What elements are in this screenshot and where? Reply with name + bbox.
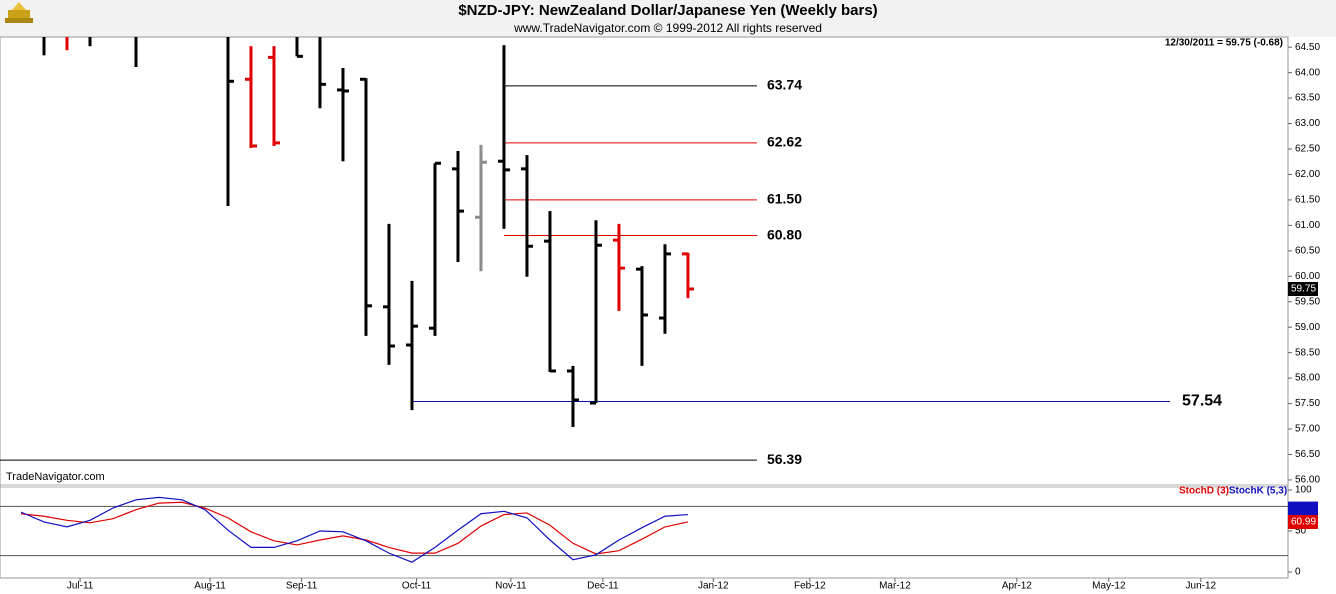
price-tag-label: 59.75 <box>1291 284 1316 295</box>
y-tick-label: 100 <box>1295 485 1312 496</box>
x-tick-label: Oct-11 <box>402 581 432 592</box>
panel-separator <box>0 484 1288 488</box>
chart-title: $NZD-JPY: NewZealand Dollar/Japanese Yen… <box>458 2 877 19</box>
value-tag-label: 60.99 <box>1291 517 1316 528</box>
level-label: 57.54 <box>1182 393 1222 410</box>
y-tick-label: 56.00 <box>1295 475 1320 486</box>
x-tick-label: Jun-12 <box>1186 581 1217 592</box>
panel-frame <box>0 36 1289 579</box>
x-tick-label: Aug-11 <box>194 581 226 592</box>
level-label: 60.80 <box>767 226 802 242</box>
stoch-line <box>20 501 689 555</box>
watermark: TradeNavigator.com <box>6 471 105 483</box>
value-tag <box>1288 514 1318 529</box>
y-tick-label: 59.00 <box>1295 322 1320 333</box>
level-label: 61.50 <box>767 191 802 207</box>
info-label: 12/30/2011 = 59.75 (-0.68) <box>1165 38 1283 49</box>
header-bg <box>0 0 1336 37</box>
legend-entry: StochK (5,3) <box>1229 486 1287 497</box>
y-tick-label: 58.00 <box>1295 373 1320 384</box>
value-tag <box>1288 501 1318 516</box>
x-tick-label: Dec-11 <box>587 581 619 592</box>
y-tick-label: 56.50 <box>1295 449 1320 460</box>
y-tick-label: 50 <box>1295 526 1307 537</box>
y-tick-label: 61.50 <box>1295 195 1320 206</box>
x-tick-label: Nov-11 <box>495 581 527 592</box>
x-tick-label: Sep-11 <box>286 581 318 592</box>
y-tick-label: 62.50 <box>1295 144 1320 155</box>
legend-entry: StochD (3) <box>1179 486 1229 497</box>
y-tick-label: 57.50 <box>1295 398 1320 409</box>
chart-subtitle: www.TradeNavigator.com © 1999-2012 All r… <box>513 21 822 35</box>
y-tick-label: 61.00 <box>1295 220 1320 231</box>
x-tick-label: Jul-11 <box>67 581 94 592</box>
stoch-line <box>20 496 689 563</box>
y-tick-label: 64.50 <box>1295 42 1320 53</box>
x-tick-label: Feb-12 <box>794 581 826 592</box>
stoch-plot <box>0 496 1288 563</box>
y-tick-label: 0 <box>1295 567 1301 578</box>
level-label: 56.39 <box>767 451 802 467</box>
y-tick-label: 57.00 <box>1295 424 1320 435</box>
y-tick-label: 63.00 <box>1295 118 1320 129</box>
x-tick-label: Mar-12 <box>879 581 911 592</box>
y-tick-label: 63.50 <box>1295 93 1320 104</box>
y-tick-label: 60.50 <box>1295 245 1320 256</box>
x-tick-label: Jan-12 <box>698 581 729 592</box>
level-label: 63.74 <box>767 77 802 93</box>
level-label: 62.62 <box>767 134 802 150</box>
x-tick-label: May-12 <box>1092 581 1126 592</box>
y-tick-label: 60.00 <box>1295 271 1320 282</box>
y-tick-label: 58.50 <box>1295 347 1320 358</box>
logo <box>5 2 33 23</box>
y-tick-label: 59.50 <box>1295 296 1320 307</box>
y-tick-label: 64.00 <box>1295 67 1320 78</box>
price-tag <box>1288 282 1318 297</box>
y-tick-label: 62.00 <box>1295 169 1320 180</box>
x-tick-label: Apr-12 <box>1002 581 1032 592</box>
price-plot <box>0 37 1171 461</box>
